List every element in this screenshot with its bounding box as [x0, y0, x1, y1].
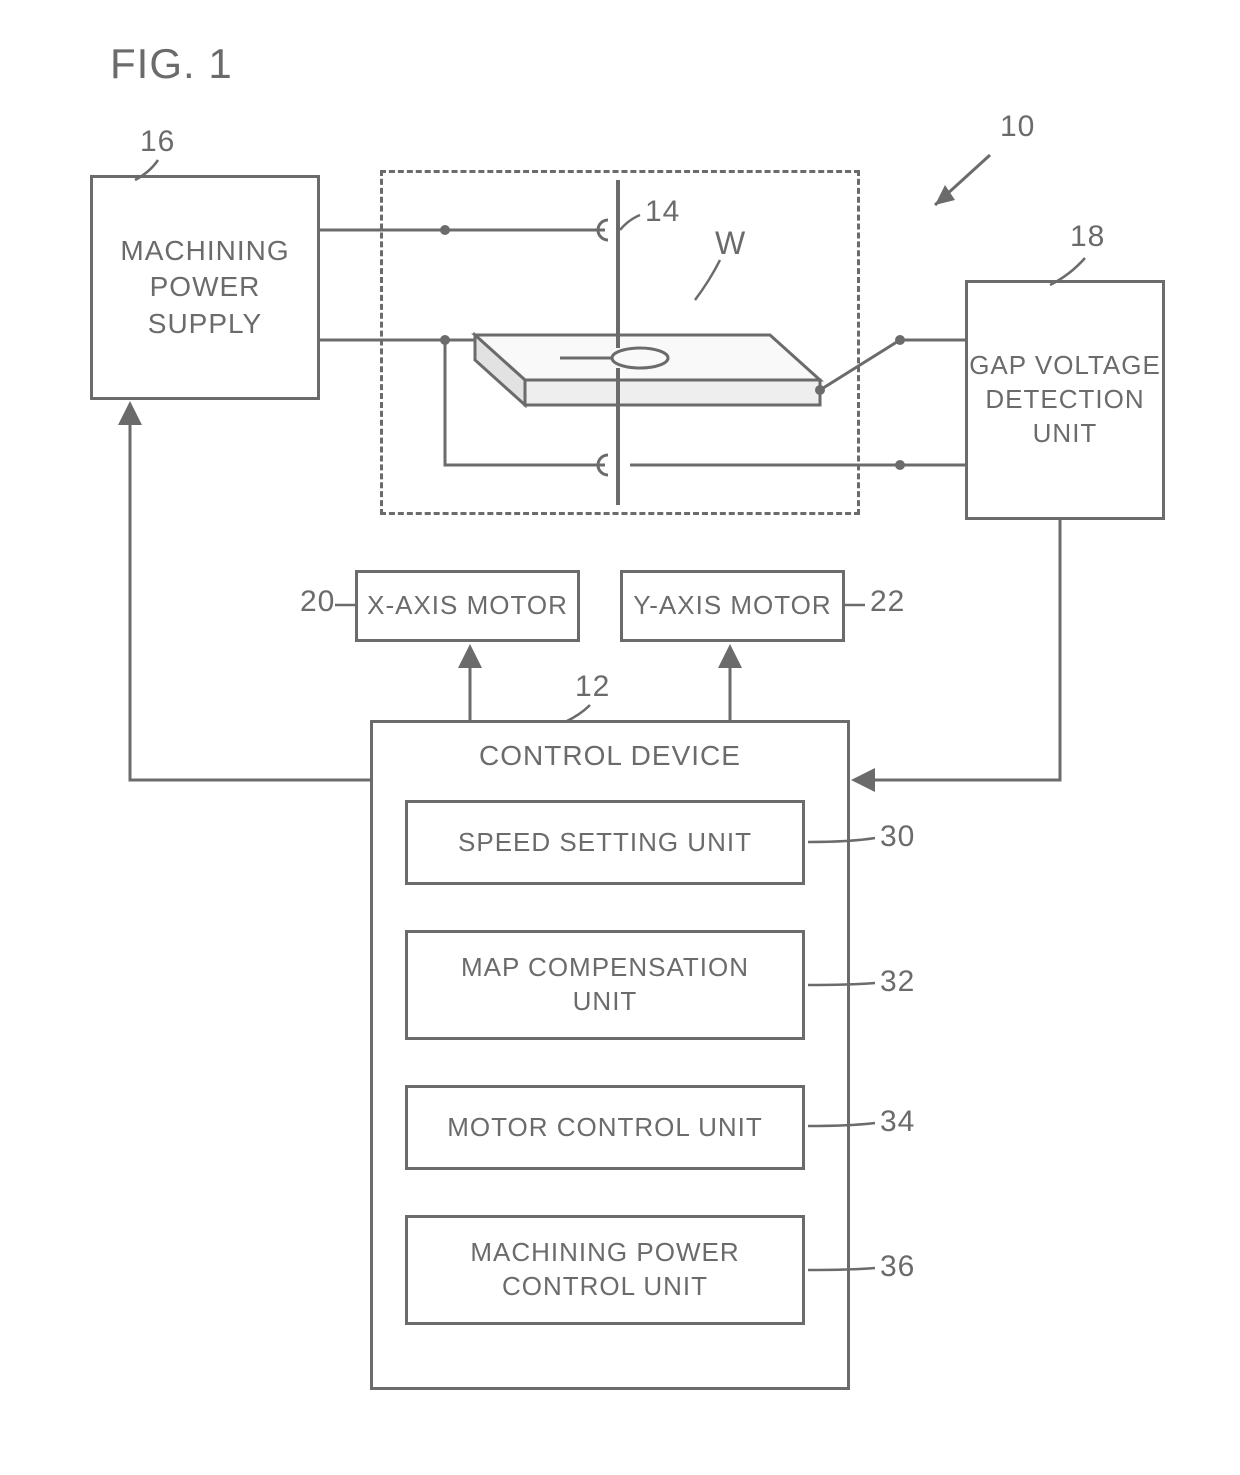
- ref-wire: 14: [645, 195, 680, 229]
- ref-power-supply: 16: [140, 125, 175, 159]
- label-workpiece: W: [715, 225, 746, 262]
- box-x-motor: X-AXIS MOTOR: [355, 570, 580, 642]
- ref-control-device: 12: [575, 670, 610, 704]
- ref-speed-setting: 30: [880, 820, 915, 854]
- box-motor-control: MOTOR CONTROL UNIT: [405, 1085, 805, 1170]
- text-map-comp: MAP COMPENSATION UNIT: [461, 951, 749, 1019]
- box-mach-power-ctrl: MACHINING POWER CONTROL UNIT: [405, 1215, 805, 1325]
- text-mach-power-ctrl: MACHINING POWER CONTROL UNIT: [470, 1236, 739, 1304]
- figure-title: FIG. 1: [110, 40, 233, 88]
- box-power-supply: MACHINING POWER SUPPLY: [90, 175, 320, 400]
- ref-gap-detect: 18: [1070, 220, 1105, 254]
- ref-mach-power-ctrl: 36: [880, 1250, 915, 1284]
- text-x-motor: X-AXIS MOTOR: [367, 589, 568, 623]
- box-y-motor: Y-AXIS MOTOR: [620, 570, 845, 642]
- box-speed-setting: SPEED SETTING UNIT: [405, 800, 805, 885]
- box-map-comp: MAP COMPENSATION UNIT: [405, 930, 805, 1040]
- ref-motor-control: 34: [880, 1105, 915, 1139]
- ref-y-motor: 22: [870, 585, 905, 619]
- machine-area: [380, 170, 860, 515]
- text-power-supply: MACHINING POWER SUPPLY: [93, 233, 317, 342]
- text-y-motor: Y-AXIS MOTOR: [633, 589, 831, 623]
- text-motor-control: MOTOR CONTROL UNIT: [447, 1111, 763, 1145]
- box-gap-detect: GAP VOLTAGE DETECTION UNIT: [965, 280, 1165, 520]
- text-speed-setting: SPEED SETTING UNIT: [458, 826, 752, 860]
- ref-system: 10: [1000, 110, 1035, 144]
- ref-x-motor: 20: [300, 585, 335, 619]
- text-control-device: CONTROL DEVICE: [373, 738, 847, 774]
- ref-map-comp: 32: [880, 965, 915, 999]
- text-gap-detect: GAP VOLTAGE DETECTION UNIT: [969, 349, 1161, 450]
